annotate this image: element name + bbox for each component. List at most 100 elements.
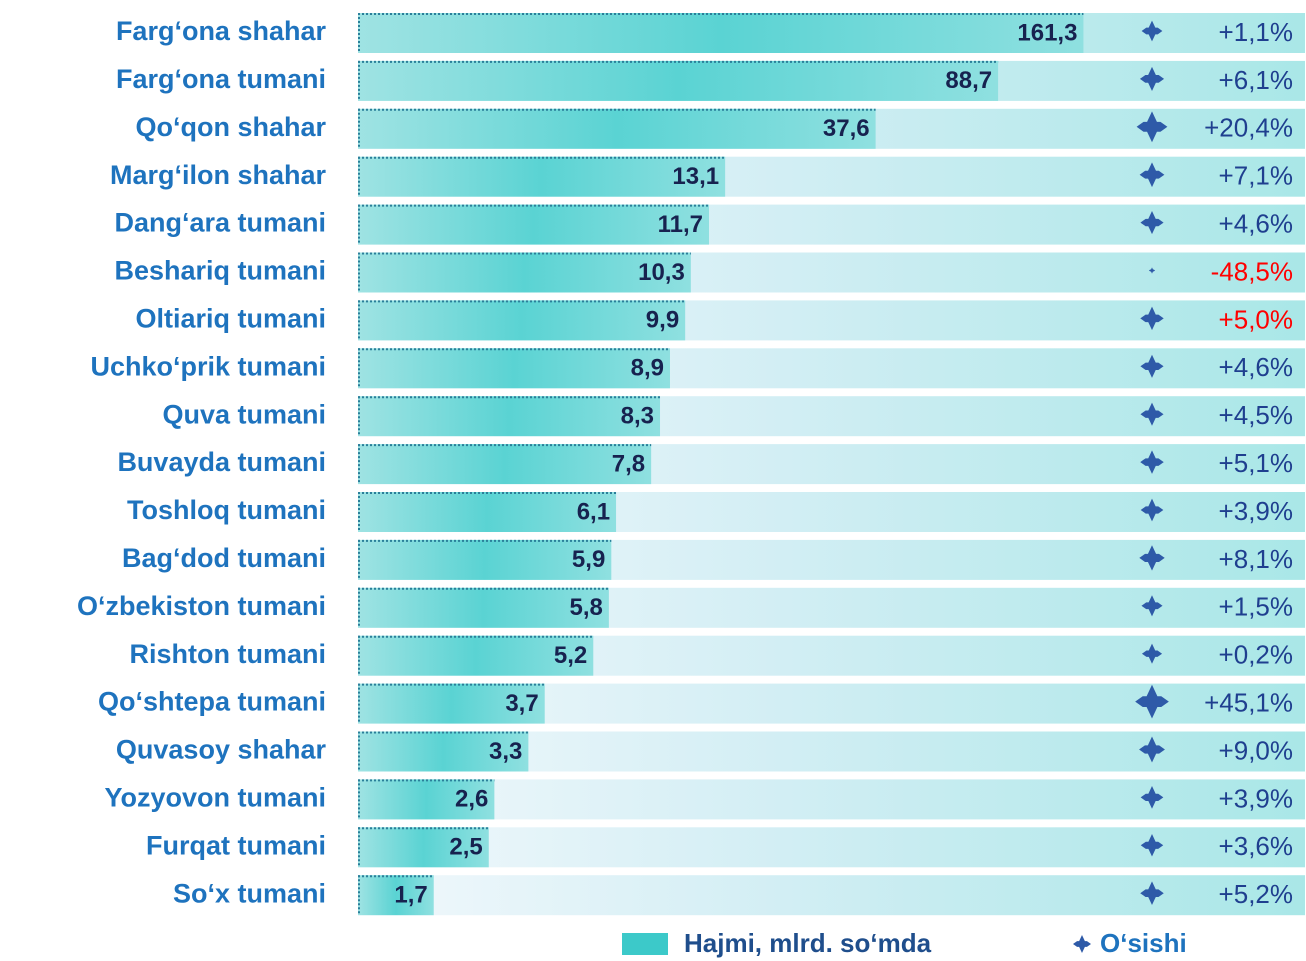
growth-label: +8,1% [1219, 544, 1293, 574]
bar [358, 60, 999, 101]
growth-label: +7,1% [1219, 161, 1293, 191]
legend-label: O‘sishi [1100, 928, 1187, 958]
bar-value-label: 10,3 [638, 259, 685, 286]
bar-value-label: 9,9 [646, 307, 679, 334]
growth-marker [1139, 66, 1165, 91]
growth-marker [1140, 498, 1164, 522]
bar [358, 156, 726, 197]
category-label: Buvayda tumani [117, 447, 326, 477]
growth-marker [1135, 684, 1169, 719]
bar [358, 587, 609, 628]
growth-label: -48,5% [1211, 256, 1293, 286]
bar [358, 204, 710, 245]
legend: Hajmi, mlrd. so‘mda O‘sishi [622, 928, 1187, 958]
category-label: Bag‘dod tumani [122, 543, 326, 573]
bar [358, 731, 529, 772]
category-label: Qo‘qon shahar [135, 112, 326, 142]
category-label: Qo‘shtepa tumani [98, 687, 326, 717]
growth-marker [1140, 354, 1164, 378]
growth-marker [1140, 211, 1164, 235]
bar-value-label: 88,7 [945, 67, 992, 94]
growth-marker [1148, 267, 1156, 274]
growth-label: +5,1% [1219, 448, 1293, 478]
bar [358, 348, 670, 389]
bar-value-label: 5,8 [569, 594, 602, 621]
bar [358, 396, 661, 437]
bar-value-label: 2,6 [455, 786, 488, 813]
category-label: Yozyovon tumani [104, 783, 326, 813]
plot: Farg‘ona shahar 161,3 +1,1% Farg‘ona tumani… [77, 13, 1305, 916]
growth-label: +45,1% [1204, 687, 1293, 717]
bar [358, 300, 686, 341]
bar-background [358, 779, 1305, 820]
bar [358, 108, 876, 149]
bar-value-label: 37,6 [823, 115, 870, 142]
bar [358, 635, 594, 676]
category-label: Marg‘ilon shahar [110, 160, 327, 190]
category-label: Rishton tumani [130, 639, 327, 669]
growth-label: +20,4% [1204, 113, 1293, 143]
growth-label: +9,0% [1219, 735, 1293, 765]
bar-background [358, 827, 1305, 868]
bar [358, 683, 545, 724]
category-label: Dang‘ara tumani [114, 208, 326, 238]
bar-background [358, 875, 1305, 916]
bar [358, 252, 691, 293]
growth-marker [1140, 786, 1164, 809]
growth-marker [1139, 545, 1165, 571]
bar-value-label: 13,1 [672, 163, 719, 190]
bar-value-label: 5,2 [554, 642, 587, 669]
bar [358, 827, 489, 868]
growth-label: +3,6% [1219, 831, 1293, 861]
category-label: Oltiariq tumani [135, 304, 326, 334]
bar [358, 539, 612, 580]
category-label: Quvasoy shahar [116, 735, 327, 765]
category-label: Toshloq tumani [127, 495, 326, 525]
bar [358, 779, 495, 820]
category-label: Farg‘ona tumani [116, 64, 326, 94]
growth-marker [1139, 736, 1165, 763]
category-label: Farg‘ona shahar [116, 16, 327, 46]
growth-marker [1141, 595, 1163, 617]
growth-marker [1140, 306, 1164, 331]
growth-label: +1,1% [1219, 17, 1293, 47]
category-label: Beshariq tumani [114, 256, 326, 286]
growth-marker [1136, 111, 1168, 143]
legend-marker [1073, 935, 1091, 953]
category-label: Uchko‘prik tumani [90, 351, 326, 381]
growth-label: +6,1% [1219, 65, 1293, 95]
growth-marker [1140, 450, 1164, 474]
growth-marker [1140, 881, 1164, 905]
bar [358, 492, 617, 532]
growth-label: +5,0% [1219, 304, 1293, 334]
growth-label: +4,6% [1219, 352, 1293, 382]
growth-label: +5,2% [1219, 879, 1293, 909]
bar-value-label: 6,1 [577, 498, 610, 525]
growth-label: +4,6% [1219, 208, 1293, 238]
bar [358, 444, 652, 485]
legend-swatch [622, 933, 668, 955]
category-label: Quva tumani [162, 399, 326, 429]
growth-label: +1,5% [1219, 592, 1293, 622]
growth-marker [1140, 402, 1164, 426]
bar-value-label: 161,3 [1017, 19, 1077, 46]
bar-value-label: 3,3 [489, 738, 522, 765]
growth-marker [1141, 643, 1163, 664]
bar-value-label: 1,7 [394, 882, 427, 909]
bar-value-label: 7,8 [612, 450, 645, 477]
growth-label: +0,2% [1219, 640, 1293, 670]
bar [358, 875, 434, 916]
bar-value-label: 3,7 [505, 690, 538, 717]
category-label: Furqat tumani [146, 830, 326, 860]
growth-marker [1140, 834, 1164, 857]
growth-label: +4,5% [1219, 400, 1293, 430]
bar-value-label: 2,5 [449, 834, 482, 861]
bar-value-label: 8,9 [631, 355, 664, 382]
growth-marker [1139, 162, 1165, 188]
growth-marker [1141, 20, 1163, 42]
bar [358, 13, 1084, 53]
category-label: O‘zbekiston tumani [77, 591, 326, 621]
bar-value-label: 8,3 [621, 403, 654, 430]
bar-value-label: 11,7 [658, 211, 703, 238]
bar-value-label: 5,9 [572, 546, 605, 573]
